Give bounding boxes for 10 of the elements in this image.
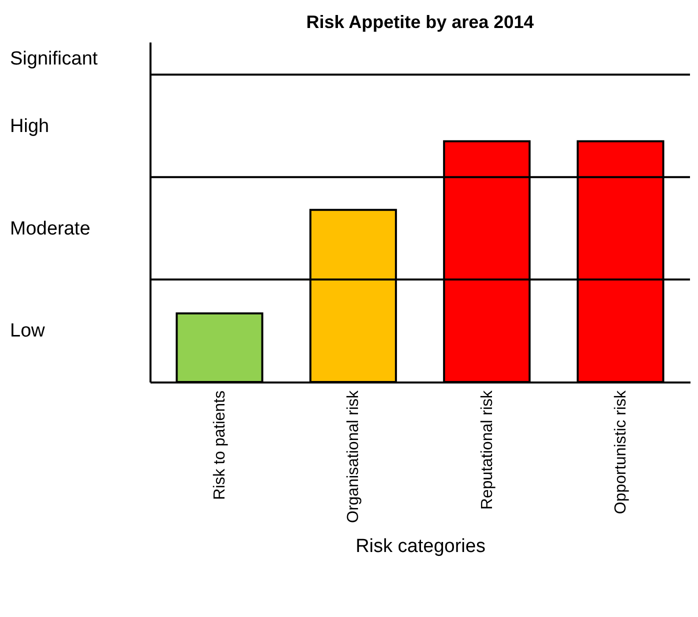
x-axis-title: Risk categories bbox=[356, 536, 486, 557]
text: High bbox=[10, 116, 50, 137]
text: Low bbox=[10, 320, 46, 342]
x-tick-label: Opportunistic risk bbox=[612, 390, 630, 514]
text: Moderate bbox=[10, 218, 90, 240]
x-tick-label: Organisational risk bbox=[345, 390, 362, 523]
x-tick-label: Risk to patients bbox=[212, 390, 229, 500]
x-tick-label: Reputational risk bbox=[478, 390, 496, 510]
chart-title: Risk Appetite by area 2014 bbox=[306, 12, 534, 32]
text: Significant bbox=[10, 48, 98, 70]
